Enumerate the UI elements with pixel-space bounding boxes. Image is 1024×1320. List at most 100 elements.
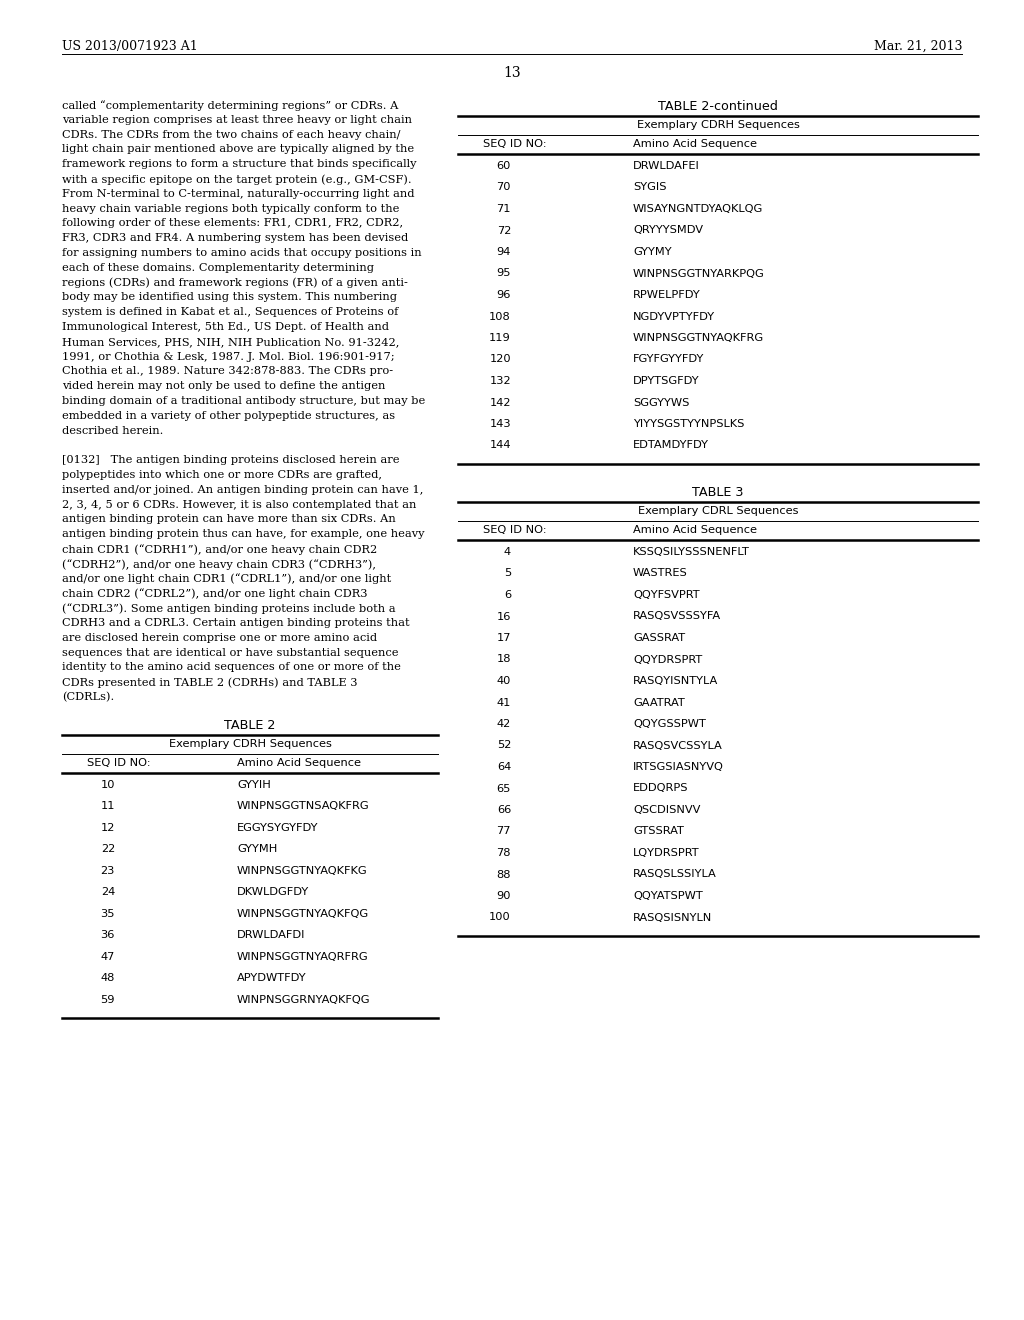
Text: 36: 36: [100, 931, 115, 940]
Text: 24: 24: [100, 887, 115, 898]
Text: 94: 94: [497, 247, 511, 257]
Text: EGGYSYGYFDY: EGGYSYGYFDY: [237, 822, 318, 833]
Text: GASSRAT: GASSRAT: [633, 634, 685, 643]
Text: for assigning numbers to amino acids that occupy positions in: for assigning numbers to amino acids tha…: [62, 248, 422, 257]
Text: FR3, CDR3 and FR4. A numbering system has been devised: FR3, CDR3 and FR4. A numbering system ha…: [62, 234, 409, 243]
Text: antigen binding protein thus can have, for example, one heavy: antigen binding protein thus can have, f…: [62, 529, 425, 539]
Text: IRTSGSIASNYVQ: IRTSGSIASNYVQ: [633, 762, 724, 772]
Text: binding domain of a traditional antibody structure, but may be: binding domain of a traditional antibody…: [62, 396, 425, 407]
Text: 66: 66: [497, 805, 511, 814]
Text: 119: 119: [489, 333, 511, 343]
Text: 23: 23: [100, 866, 115, 875]
Text: Immunological Interest, 5th Ed., US Dept. of Health and: Immunological Interest, 5th Ed., US Dept…: [62, 322, 389, 333]
Text: SGGYYWS: SGGYYWS: [633, 397, 689, 408]
Text: [0132]   The antigen binding proteins disclosed herein are: [0132] The antigen binding proteins disc…: [62, 455, 399, 465]
Text: 142: 142: [489, 397, 511, 408]
Text: body may be identified using this system. This numbering: body may be identified using this system…: [62, 293, 397, 302]
Text: RASQSISNYLN: RASQSISNYLN: [633, 912, 713, 923]
Text: GTSSRAT: GTSSRAT: [633, 826, 684, 837]
Text: QQYDRSPRT: QQYDRSPRT: [633, 655, 702, 664]
Text: each of these domains. Complementarity determining: each of these domains. Complementarity d…: [62, 263, 374, 273]
Text: vided herein may not only be used to define the antigen: vided herein may not only be used to def…: [62, 381, 385, 391]
Text: DRWLDAFEI: DRWLDAFEI: [633, 161, 699, 172]
Text: APYDWTFDY: APYDWTFDY: [237, 973, 306, 983]
Text: Amino Acid Sequence: Amino Acid Sequence: [633, 139, 757, 149]
Text: 1991, or Chothia & Lesk, 1987. J. Mol. Biol. 196:901-917;: 1991, or Chothia & Lesk, 1987. J. Mol. B…: [62, 351, 394, 362]
Text: inserted and/or joined. An antigen binding protein can have 1,: inserted and/or joined. An antigen bindi…: [62, 484, 423, 495]
Text: antigen binding protein can have more than six CDRs. An: antigen binding protein can have more th…: [62, 515, 395, 524]
Text: SEQ ID NO:: SEQ ID NO:: [483, 525, 547, 535]
Text: 6: 6: [504, 590, 511, 601]
Text: 88: 88: [497, 870, 511, 879]
Text: 60: 60: [497, 161, 511, 172]
Text: KSSQSILYSSSNENFLT: KSSQSILYSSSNENFLT: [633, 546, 750, 557]
Text: following order of these elements: FR1, CDR1, FR2, CDR2,: following order of these elements: FR1, …: [62, 218, 403, 228]
Text: DKWLDGFDY: DKWLDGFDY: [237, 887, 309, 898]
Text: 13: 13: [503, 66, 521, 81]
Text: 96: 96: [497, 290, 511, 300]
Text: DRWLDAFDI: DRWLDAFDI: [237, 931, 305, 940]
Text: 17: 17: [497, 634, 511, 643]
Text: 22: 22: [100, 845, 115, 854]
Text: QQYATSPWT: QQYATSPWT: [633, 891, 702, 902]
Text: 18: 18: [497, 655, 511, 664]
Text: WINPNSGGRNYAQKFQG: WINPNSGGRNYAQKFQG: [237, 995, 371, 1005]
Text: (“CDRL3”). Some antigen binding proteins include both a: (“CDRL3”). Some antigen binding proteins…: [62, 603, 395, 614]
Text: RASQYISNTYLA: RASQYISNTYLA: [633, 676, 718, 686]
Text: Chothia et al., 1989. Nature 342:878-883. The CDRs pro-: Chothia et al., 1989. Nature 342:878-883…: [62, 367, 393, 376]
Text: QQYGSSPWT: QQYGSSPWT: [633, 719, 706, 729]
Text: 100: 100: [489, 912, 511, 923]
Text: Amino Acid Sequence: Amino Acid Sequence: [633, 525, 757, 535]
Text: 77: 77: [497, 826, 511, 837]
Text: 41: 41: [497, 697, 511, 708]
Text: SYGIS: SYGIS: [633, 182, 667, 193]
Text: (“CDRH2”), and/or one heavy chain CDR3 (“CDRH3”),: (“CDRH2”), and/or one heavy chain CDR3 (…: [62, 558, 376, 570]
Text: 65: 65: [497, 784, 511, 793]
Text: SEQ ID NO:: SEQ ID NO:: [87, 758, 151, 768]
Text: RPWELPFDY: RPWELPFDY: [633, 290, 700, 300]
Text: 47: 47: [100, 952, 115, 962]
Text: CDRs. The CDRs from the two chains of each heavy chain/: CDRs. The CDRs from the two chains of ea…: [62, 129, 400, 140]
Text: WISAYNGNTDYAQKLQG: WISAYNGNTDYAQKLQG: [633, 205, 763, 214]
Text: 70: 70: [497, 182, 511, 193]
Text: 35: 35: [100, 908, 115, 919]
Text: Exemplary CDRH Sequences: Exemplary CDRH Sequences: [637, 120, 800, 129]
Text: 144: 144: [489, 441, 511, 450]
Text: RASQSVSSSYFA: RASQSVSSSYFA: [633, 611, 721, 622]
Text: 40: 40: [497, 676, 511, 686]
Text: 78: 78: [497, 847, 511, 858]
Text: embedded in a variety of other polypeptide structures, as: embedded in a variety of other polypepti…: [62, 411, 395, 421]
Text: variable region comprises at least three heavy or light chain: variable region comprises at least three…: [62, 115, 412, 125]
Text: Exemplary CDRH Sequences: Exemplary CDRH Sequences: [169, 739, 332, 748]
Text: RASQSLSSIYLA: RASQSLSSIYLA: [633, 870, 717, 879]
Text: 108: 108: [489, 312, 511, 322]
Text: FGYFGYYFDY: FGYFGYYFDY: [633, 355, 705, 364]
Text: described herein.: described herein.: [62, 425, 164, 436]
Text: 48: 48: [100, 973, 115, 983]
Text: WASTRES: WASTRES: [633, 569, 688, 578]
Text: WINPNSGGTNSAQKFRG: WINPNSGGTNSAQKFRG: [237, 801, 370, 812]
Text: From N-terminal to C-terminal, naturally-occurring light and: From N-terminal to C-terminal, naturally…: [62, 189, 415, 199]
Text: TABLE 2-continued: TABLE 2-continued: [658, 100, 778, 114]
Text: 5: 5: [504, 569, 511, 578]
Text: framework regions to form a structure that binds specifically: framework regions to form a structure th…: [62, 160, 417, 169]
Text: 71: 71: [497, 205, 511, 214]
Text: QSCDISNVV: QSCDISNVV: [633, 805, 700, 814]
Text: polypeptides into which one or more CDRs are grafted,: polypeptides into which one or more CDRs…: [62, 470, 382, 480]
Text: 59: 59: [100, 995, 115, 1005]
Text: 16: 16: [497, 611, 511, 622]
Text: Amino Acid Sequence: Amino Acid Sequence: [237, 758, 361, 768]
Text: TABLE 3: TABLE 3: [692, 486, 743, 499]
Text: 120: 120: [489, 355, 511, 364]
Text: 143: 143: [489, 418, 511, 429]
Text: YIYYSGSTYYNPSLKS: YIYYSGSTYYNPSLKS: [633, 418, 744, 429]
Text: light chain pair mentioned above are typically aligned by the: light chain pair mentioned above are typ…: [62, 144, 414, 154]
Text: QRYYYSMDV: QRYYYSMDV: [633, 226, 703, 235]
Text: 11: 11: [100, 801, 115, 812]
Text: WINPNSGGTNYAQKFRG: WINPNSGGTNYAQKFRG: [633, 333, 764, 343]
Text: SEQ ID NO:: SEQ ID NO:: [483, 139, 547, 149]
Text: GAATRAT: GAATRAT: [633, 697, 685, 708]
Text: WINPNSGGTNYAQKFKG: WINPNSGGTNYAQKFKG: [237, 866, 368, 875]
Text: heavy chain variable regions both typically conform to the: heavy chain variable regions both typica…: [62, 203, 399, 214]
Text: Exemplary CDRL Sequences: Exemplary CDRL Sequences: [638, 506, 799, 516]
